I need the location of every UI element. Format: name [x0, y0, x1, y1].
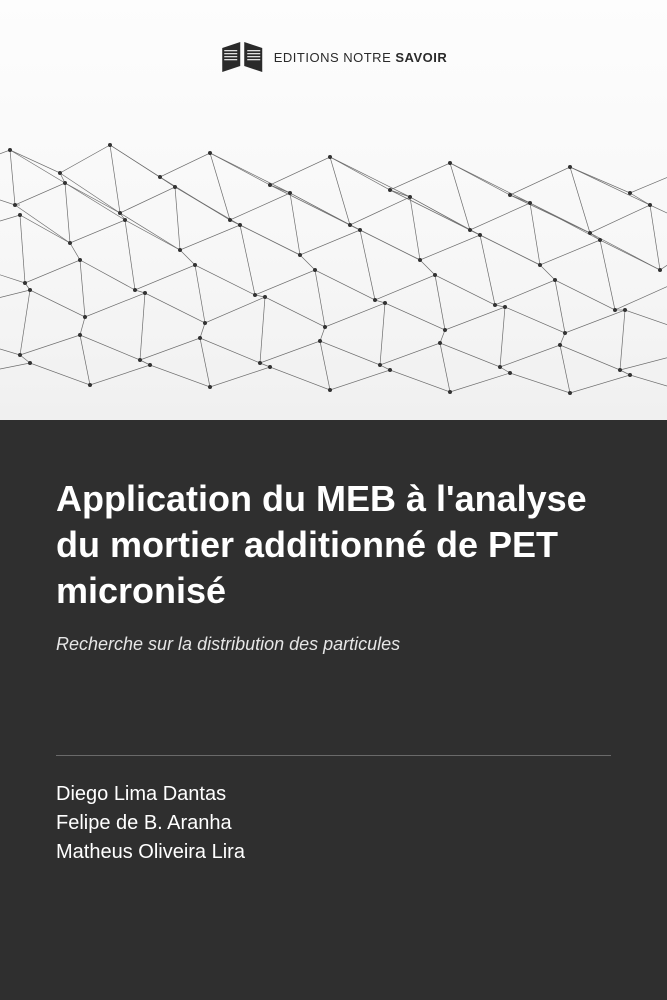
- publisher-bold: SAVOIR: [395, 50, 447, 65]
- book-subtitle: Recherche sur la distribution des partic…: [56, 634, 611, 655]
- author-name: Diego Lima Dantas: [56, 780, 611, 809]
- mesh-graphic: [0, 135, 667, 420]
- book-icon: [220, 40, 264, 74]
- divider-line: [56, 755, 611, 756]
- book-title: Application du MEB à l'analyse du mortie…: [56, 476, 611, 614]
- author-name: Matheus Oliveira Lira: [56, 838, 611, 867]
- publisher-prefix: EDITIONS NOTRE: [274, 50, 392, 65]
- author-name: Felipe de B. Aranha: [56, 809, 611, 838]
- publisher-logo: EDITIONS NOTRE SAVOIR: [220, 40, 448, 74]
- authors-block: Diego Lima Dantas Felipe de B. Aranha Ma…: [56, 780, 611, 867]
- book-cover: EDITIONS NOTRE SAVOIR: [0, 0, 667, 1000]
- cover-top-section: EDITIONS NOTRE SAVOIR: [0, 0, 667, 420]
- cover-bottom-section: Application du MEB à l'analyse du mortie…: [0, 420, 667, 1000]
- publisher-name: EDITIONS NOTRE SAVOIR: [274, 50, 448, 65]
